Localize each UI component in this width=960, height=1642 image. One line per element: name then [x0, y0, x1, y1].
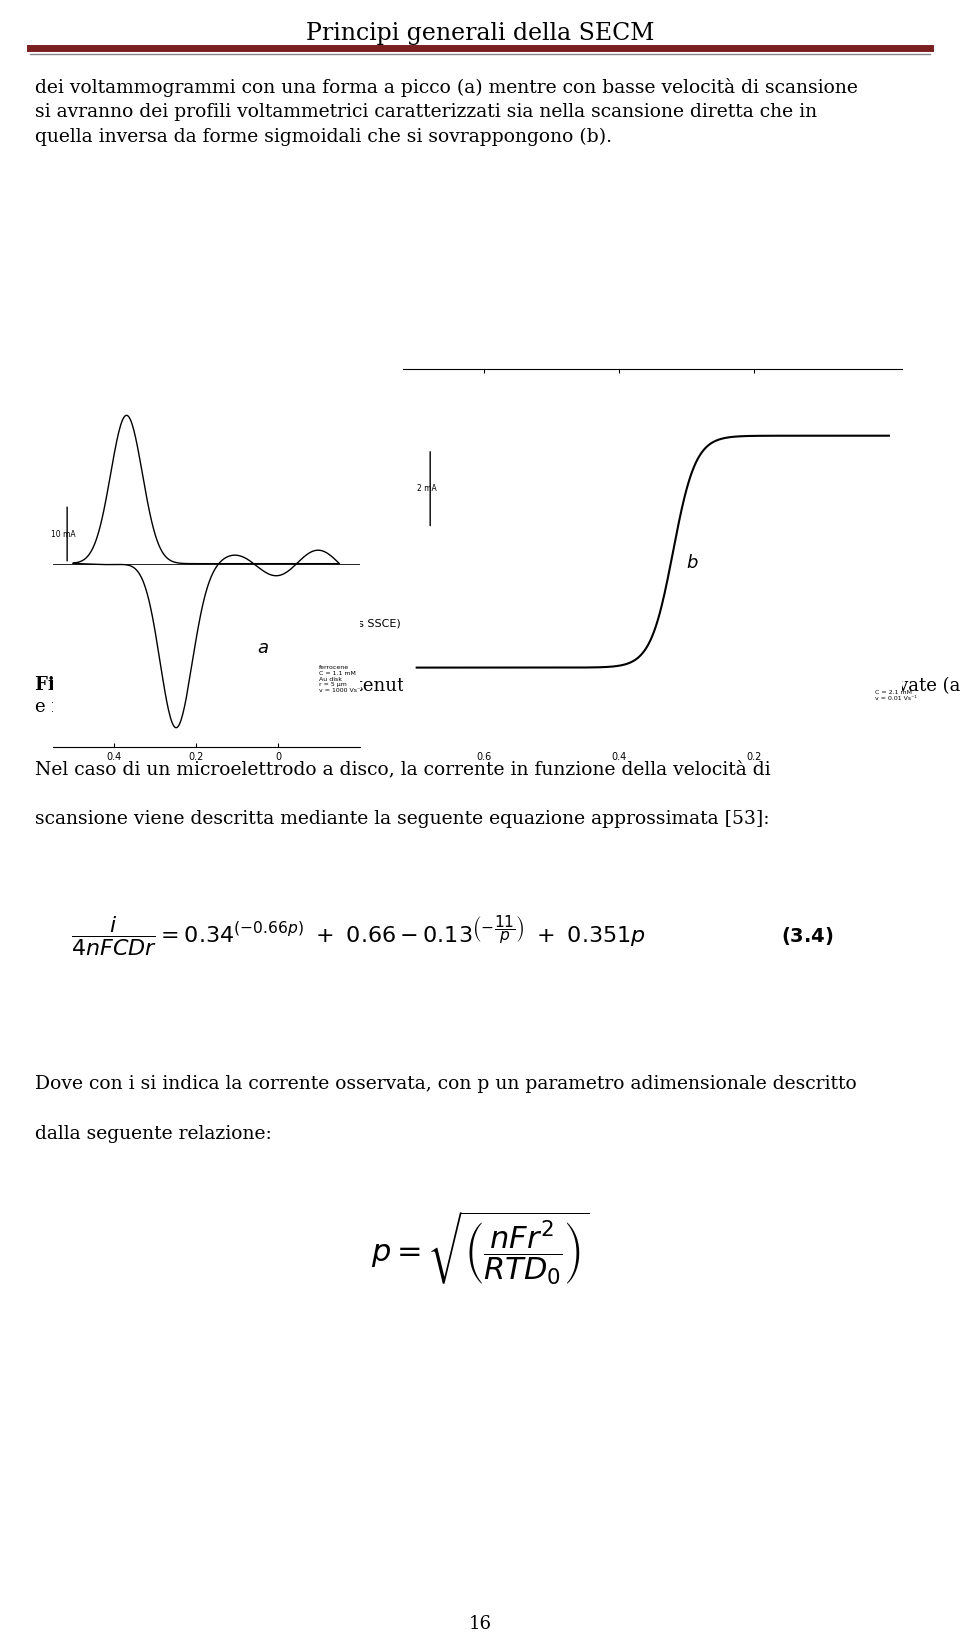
Text: 2 mA: 2 mA: [417, 484, 437, 493]
Text: a: a: [168, 642, 182, 665]
Text: scansione viene descritta mediante la seguente equazione approssimata [53]:: scansione viene descritta mediante la se…: [35, 810, 770, 828]
Text: Nel caso di un microelettrodo a disco, la corrente in funzione della velocità di: Nel caso di un microelettrodo a disco, l…: [35, 760, 771, 778]
Text: e ridotte (b).: e ridotte (b).: [35, 698, 151, 716]
Text: ferrocene
C = 1.1 mM
Au disk
r = 5 μm
v = 1000 Vs⁻¹: ferrocene C = 1.1 mM Au disk r = 5 μm v …: [319, 665, 363, 693]
Text: : tipici voltammogrammi ottenuti utilizzando microelettrodi a velocità di scansi: : tipici voltammogrammi ottenuti utilizz…: [107, 677, 960, 695]
Text: $\dfrac{i}{4nFCDr} = 0.34^{(-0.66p)}\ +\ 0.66 - 0.13^{\left(-\dfrac{11}{p}\right: $\dfrac{i}{4nFCDr} = 0.34^{(-0.66p)}\ +\…: [71, 913, 645, 959]
Text: C = 2.1 mM
v = 0.01 Vs⁻¹: C = 2.1 mM v = 0.01 Vs⁻¹: [876, 690, 918, 701]
Text: Dove con i si indica la corrente osservata, con p un parametro adimensionale des: Dove con i si indica la corrente osserva…: [35, 1076, 856, 1094]
Text: si avranno dei profili voltammetrici caratterizzati sia nella scansione diretta : si avranno dei profili voltammetrici car…: [35, 103, 817, 122]
Text: $p = \sqrt{\left(\dfrac{nFr^2}{RTD_0}\right)}$: $p = \sqrt{\left(\dfrac{nFr^2}{RTD_0}\ri…: [371, 1209, 589, 1287]
Text: 10 mA: 10 mA: [51, 529, 75, 539]
Text: E(V vs SSCE): E(V vs SSCE): [329, 617, 401, 627]
Text: Principi generali della SECM: Principi generali della SECM: [305, 21, 655, 44]
Text: dei voltammogrammi con una forma a picco (a) mentre con basse velocità di scansi: dei voltammogrammi con una forma a picco…: [35, 79, 858, 97]
Text: 16: 16: [468, 1616, 492, 1634]
Text: dalla seguente relazione:: dalla seguente relazione:: [35, 1125, 272, 1143]
Text: Figura 3.5: Figura 3.5: [35, 677, 139, 695]
Text: quella inversa da forme sigmoidali che si sovrappongono (b).: quella inversa da forme sigmoidali che s…: [35, 128, 612, 146]
Text: b: b: [686, 555, 698, 571]
Text: a: a: [257, 639, 269, 657]
Text: $\mathbf{(3.4)}$: $\mathbf{(3.4)}$: [780, 924, 833, 947]
Text: b: b: [608, 642, 623, 665]
